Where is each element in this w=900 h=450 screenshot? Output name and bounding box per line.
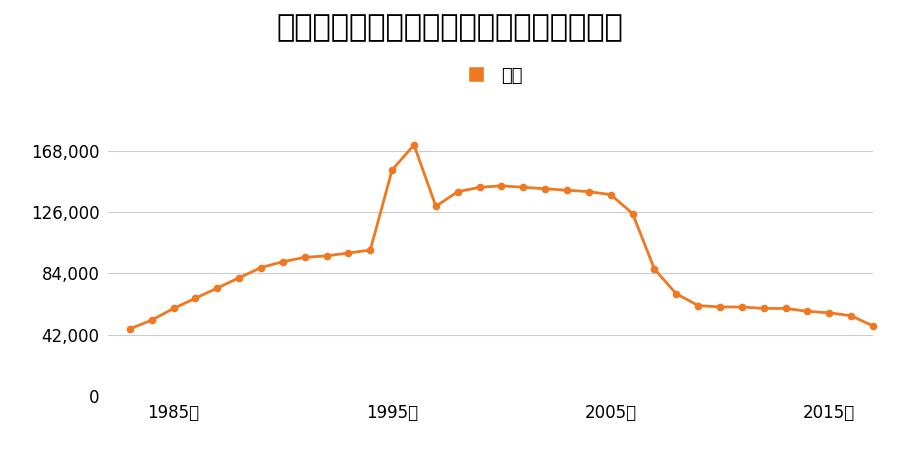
Text: 兵庫県西宮市名来２丁目５１番の地価推移: 兵庫県西宮市名来２丁目５１番の地価推移 <box>276 14 624 42</box>
Legend: 価格: 価格 <box>451 59 530 92</box>
